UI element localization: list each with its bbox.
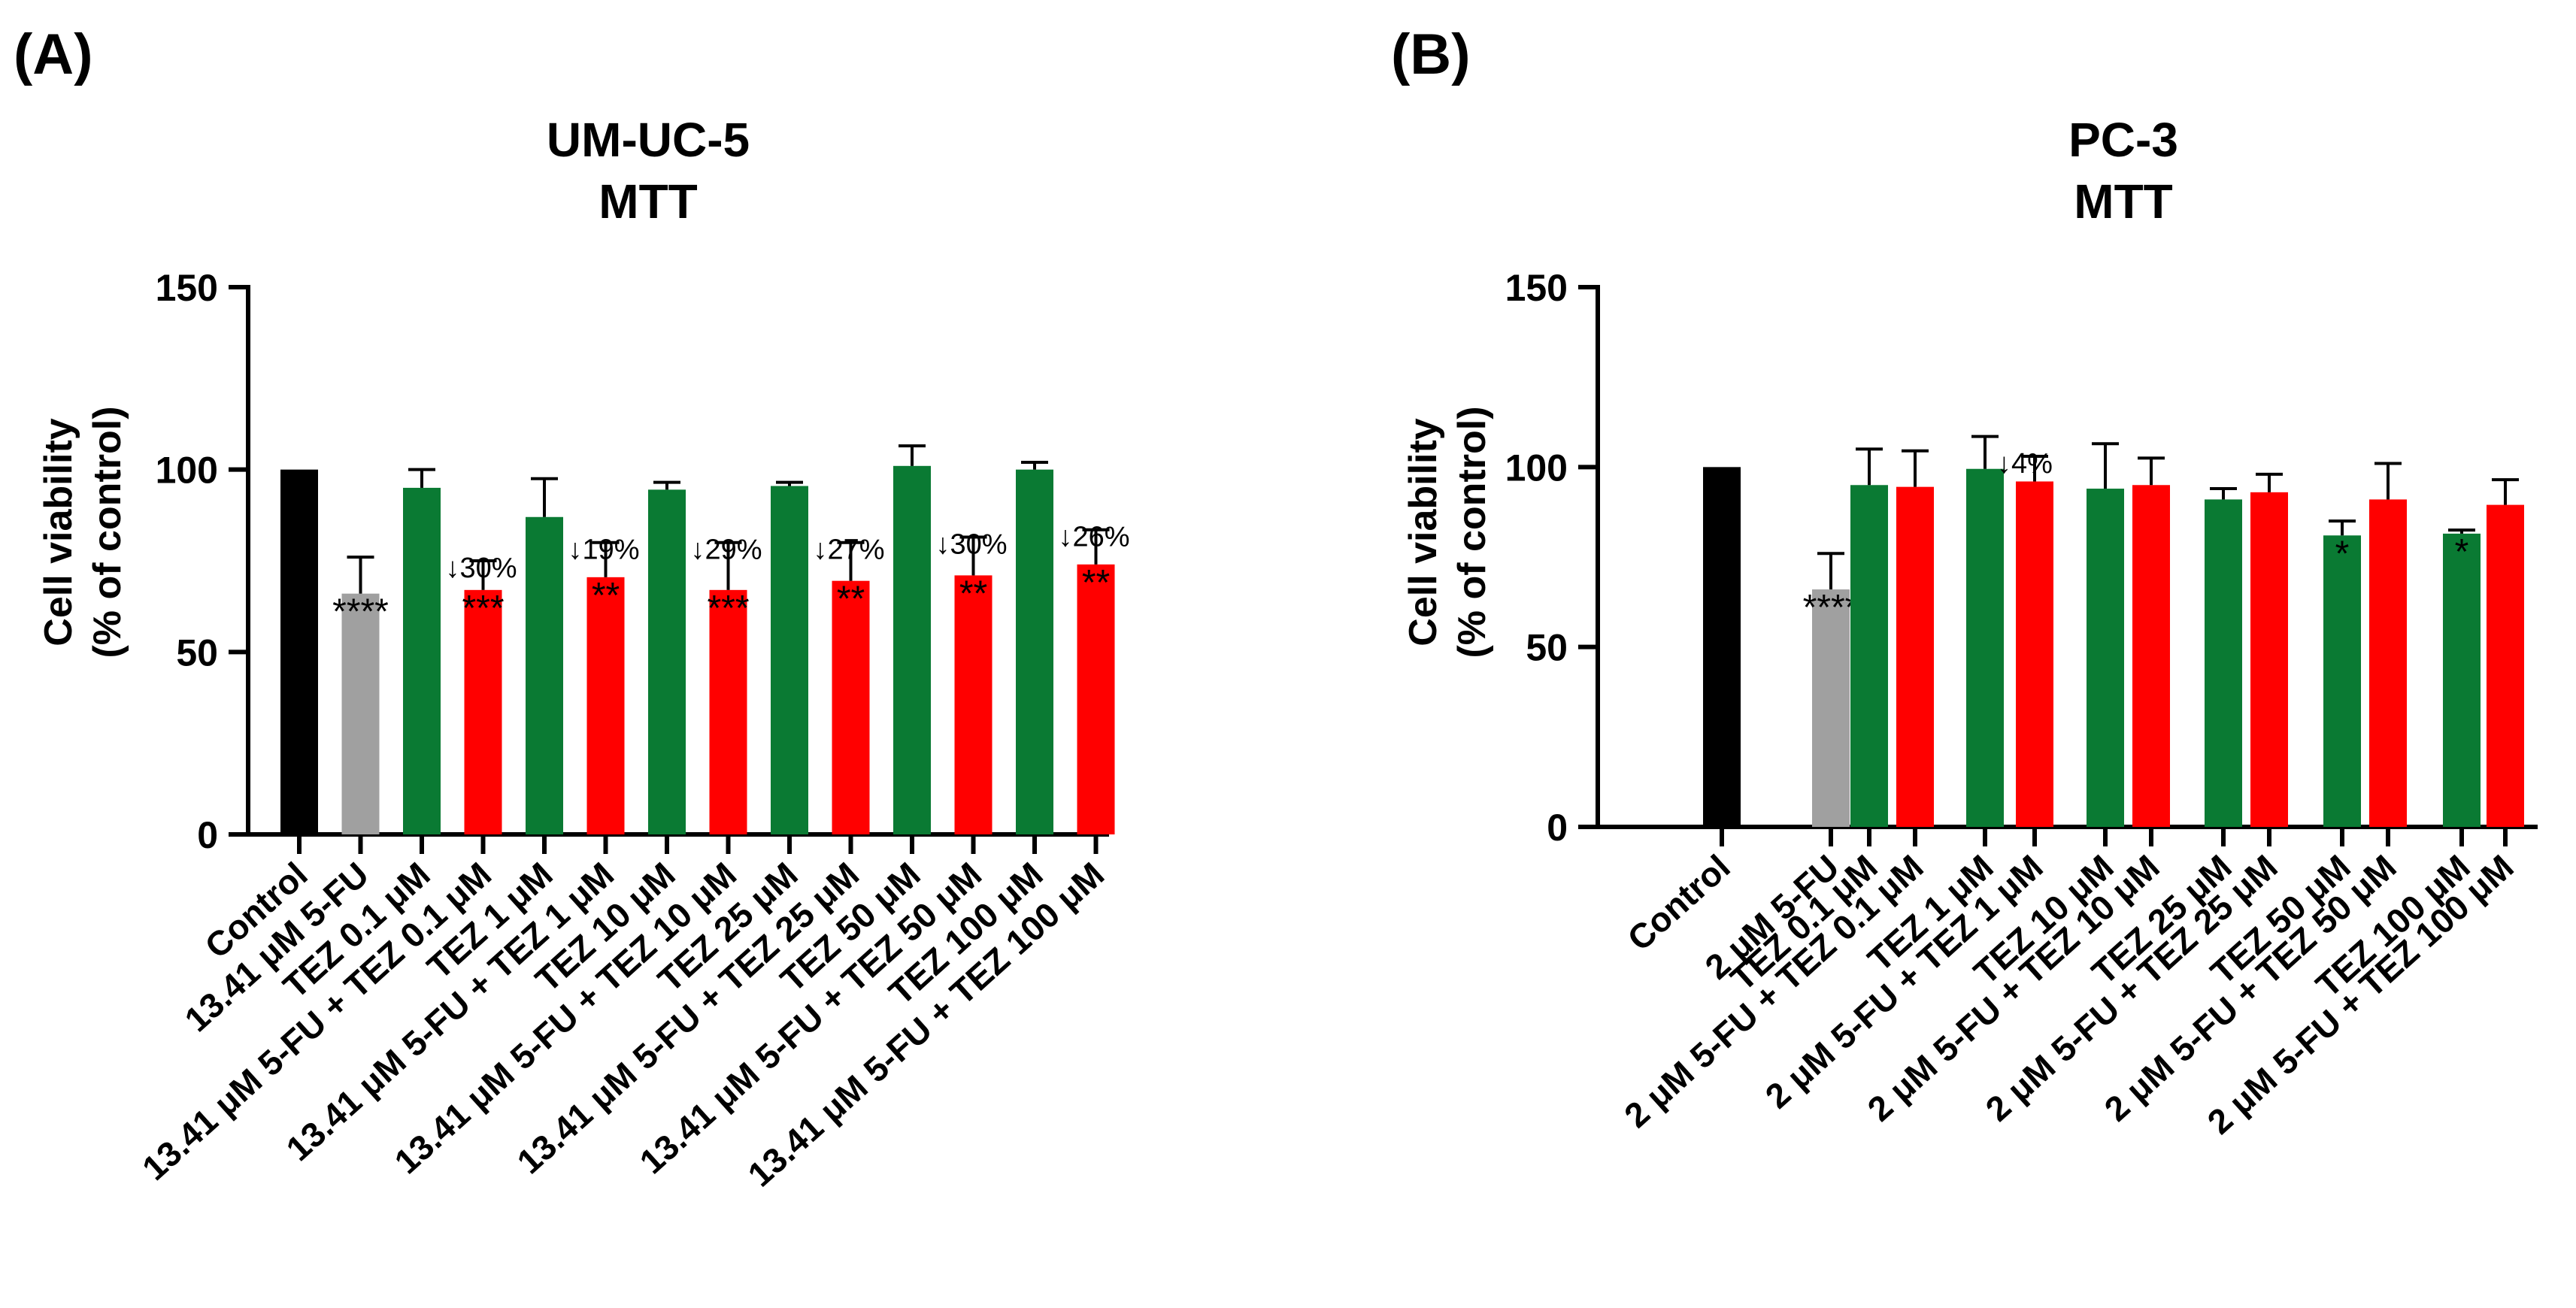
bar	[1850, 485, 1888, 827]
y-tick-label: 100	[1505, 447, 1568, 489]
reduction-annotation: ↓27%	[814, 534, 885, 566]
bar	[1896, 486, 1934, 827]
y-tick-label: 50	[1526, 627, 1568, 669]
panel-label: (B)	[1391, 23, 1471, 86]
bar	[832, 580, 870, 834]
reduction-annotation: ↓4%	[1997, 448, 2053, 480]
significance-label: ****	[332, 592, 389, 632]
bar	[771, 486, 808, 834]
significance-label: ****	[1803, 588, 1859, 628]
bar	[1812, 589, 1850, 827]
bar	[2443, 533, 2481, 827]
panel-b: (B) PC-3 MTT Cell viability (% of contro…	[1391, 23, 2538, 1142]
bar	[2087, 489, 2124, 827]
chart-title-line-2: MTT	[599, 174, 698, 229]
significance-label: ***	[707, 589, 749, 628]
y-tick-label: 150	[156, 267, 218, 309]
bar	[2369, 499, 2407, 827]
y-tick-label: 0	[1547, 807, 1568, 849]
bar	[280, 469, 318, 834]
chart-title-line-1: UM-UC-5	[547, 113, 750, 167]
bar	[1966, 468, 2004, 827]
panel-label: (A)	[14, 23, 93, 86]
bar	[2487, 504, 2524, 827]
reduction-annotation: ↓30%	[446, 553, 517, 584]
significance-label: *	[2455, 532, 2469, 572]
bar	[341, 593, 380, 834]
y-axis-label-line-2: (% of control)	[86, 406, 129, 658]
panel-a: (A) UM-UC-5 MTT Cell viability (% of con…	[14, 23, 1130, 1194]
y-tick-label: 100	[156, 450, 218, 492]
bar	[1703, 467, 1741, 827]
bar	[2016, 481, 2053, 827]
reduction-annotation: ↓19%	[568, 534, 640, 566]
bar	[709, 589, 747, 834]
bar	[2323, 535, 2361, 827]
chart-title-line-2: MTT	[2074, 174, 2173, 229]
bar	[586, 577, 625, 834]
bar	[893, 465, 931, 834]
bar	[2250, 492, 2288, 827]
bar	[648, 489, 686, 834]
significance-label: **	[837, 580, 865, 619]
significance-label: **	[959, 574, 987, 613]
significance-label: **	[1082, 563, 1110, 603]
bar	[1016, 469, 1053, 834]
y-axis-label-line-1: Cell viability	[37, 418, 80, 646]
bar	[526, 516, 563, 834]
significance-label: ***	[462, 589, 504, 628]
reduction-annotation: ↓26%	[1059, 522, 1130, 553]
bar	[1077, 564, 1115, 834]
reduction-annotation: ↓29%	[691, 534, 762, 566]
significance-label: *	[2335, 534, 2350, 574]
chart-title-line-1: PC-3	[2068, 113, 2178, 167]
bar	[2132, 485, 2170, 827]
y-tick-label: 50	[176, 631, 218, 674]
bar	[954, 575, 993, 834]
bar	[403, 487, 441, 834]
reduction-annotation: ↓30%	[936, 528, 1008, 560]
y-tick-label: 150	[1505, 267, 1568, 309]
significance-label: **	[592, 576, 620, 616]
y-tick-label: 0	[197, 814, 218, 856]
bar	[464, 589, 502, 834]
y-axis-label-line-1: Cell viability	[1402, 418, 1445, 646]
bar	[2205, 499, 2242, 827]
y-axis-label-line-2: (% of control)	[1450, 406, 1494, 658]
